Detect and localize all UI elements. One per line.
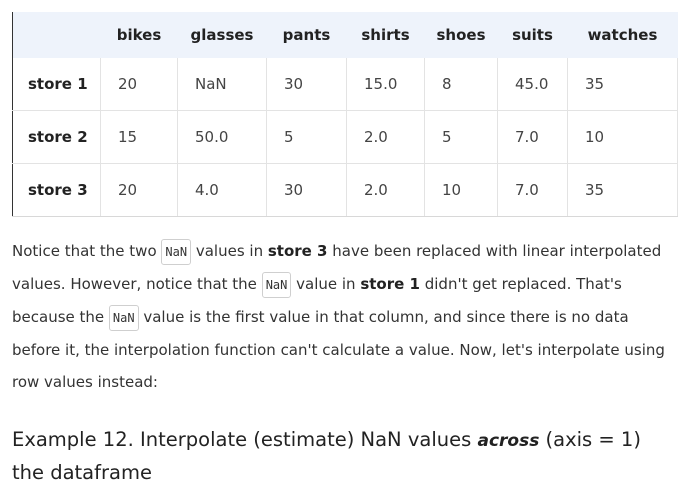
column-header: pants: [266, 12, 347, 58]
table-cell: 2.0: [346, 163, 425, 217]
table-header-row: bikes glasses pants shirts shoes suits w…: [12, 12, 678, 58]
table-row: store 1 20 NaN 30 15.0 8 45.0 35: [12, 58, 678, 111]
column-header: shirts: [346, 12, 425, 58]
table-cell: 15: [100, 110, 178, 164]
paragraph-text: didn't get replaced. That's because the: [12, 275, 622, 326]
column-header: glasses: [177, 12, 267, 58]
table-cell: 35: [567, 58, 678, 111]
table-cell: 50.0: [177, 110, 267, 164]
table-corner-cell: [12, 12, 101, 58]
table-cell: 30: [266, 58, 347, 111]
table-cell: 15.0: [346, 58, 425, 111]
row-label: store 2: [12, 110, 101, 164]
column-header: bikes: [100, 12, 178, 58]
paragraph-text: Notice that the two: [12, 242, 162, 260]
table-cell: 30: [266, 163, 347, 217]
paragraph-text: values in: [191, 242, 268, 260]
page-content: bikes glasses pants shirts shoes suits w…: [12, 12, 678, 488]
table-cell: 7.0: [497, 163, 568, 217]
explanation-paragraph: Notice that the two NaN values in store …: [12, 235, 677, 398]
bold-text: store 1: [360, 275, 420, 293]
table-cell: 35: [567, 163, 678, 217]
row-label: store 1: [12, 58, 101, 111]
section-heading: Example 12. Interpolate (estimate) NaN v…: [12, 424, 677, 488]
table-cell: 10: [424, 163, 498, 217]
paragraph-text: value in: [291, 275, 361, 293]
paragraph-text: value is the first value in that column,…: [12, 308, 665, 391]
table-cell: 5: [266, 110, 347, 164]
table-row: store 3 20 4.0 30 2.0 10 7.0 35: [12, 163, 678, 217]
table-cell: 20: [100, 58, 178, 111]
column-header: suits: [497, 12, 568, 58]
inline-code: NaN: [108, 305, 139, 331]
bold-text: store 3: [267, 242, 328, 260]
table-cell: 8: [424, 58, 498, 111]
inline-code: NaN: [161, 239, 192, 265]
table-cell: NaN: [177, 58, 267, 111]
table-cell: 20: [100, 163, 178, 217]
inline-code: NaN: [261, 272, 292, 298]
column-header: shoes: [424, 12, 498, 58]
table-cell: 2.0: [346, 110, 425, 164]
table-row: store 2 15 50.0 5 2.0 5 7.0 10: [12, 110, 678, 164]
dataframe-table: bikes glasses pants shirts shoes suits w…: [12, 12, 678, 217]
table-cell: 7.0: [497, 110, 568, 164]
table-cell: 10: [567, 110, 678, 164]
table-cell: 5: [424, 110, 498, 164]
row-label: store 3: [12, 163, 101, 217]
table-cell: 4.0: [177, 163, 267, 217]
column-header: watches: [567, 12, 678, 58]
table-cell: 45.0: [497, 58, 568, 111]
heading-emphasis: across: [477, 431, 540, 451]
paragraph-text: have been replaced with linear interpola…: [12, 242, 662, 293]
heading-text: Example 12. Interpolate (estimate) NaN v…: [12, 428, 478, 451]
